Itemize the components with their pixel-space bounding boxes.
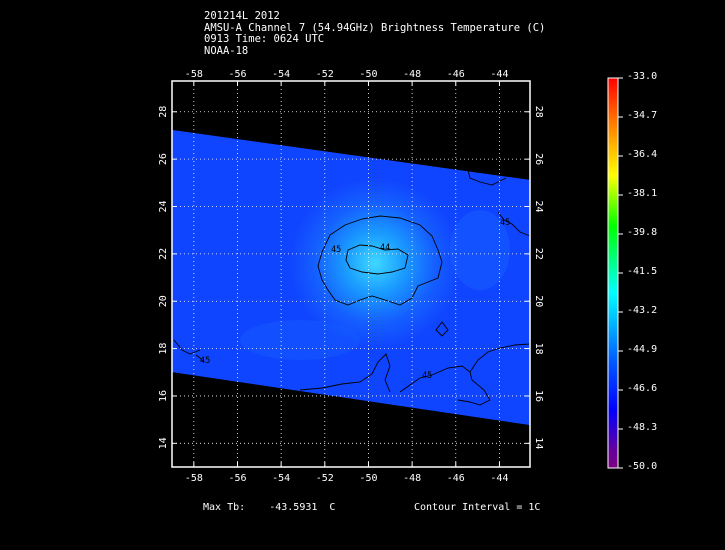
lat-tick-label: 26 [533, 153, 544, 165]
lat-tick-label: 16 [158, 390, 169, 402]
lon-tick-label: -56 [228, 69, 246, 80]
swath-patch [450, 210, 510, 290]
colorbar-label: -43.2 [627, 305, 658, 316]
lon-tick-label: -50 [359, 473, 377, 484]
lat-tick-label: 20 [533, 295, 544, 307]
lat-tick-label: 14 [533, 437, 544, 449]
map-frame [171, 80, 531, 468]
lon-tick-label: -48 [403, 473, 421, 484]
lon-tick-label: -44 [490, 69, 508, 80]
lon-tick-label: -46 [447, 69, 465, 80]
contour-lines [173, 167, 530, 406]
contour-interval-readout: Contour Interval = 1C [414, 502, 541, 513]
lon-tick-label: -56 [228, 473, 246, 484]
figure-title-block: 201214L 2012 AMSU-A Channel 7 (54.94GHz)… [204, 10, 546, 57]
swath-patch [240, 320, 360, 360]
colorbar-label: -36.4 [627, 149, 658, 160]
lon-tick-label: -58 [185, 69, 203, 80]
lat-tick-label: 28 [533, 106, 544, 118]
colorbar-label: -38.1 [627, 188, 658, 199]
lat-tick-label: 20 [158, 295, 169, 307]
lon-tick-label: -50 [359, 69, 377, 80]
lat-tick-label: 16 [533, 390, 544, 402]
lon-tick-label: -58 [185, 473, 203, 484]
colorbar-ticks [618, 77, 623, 469]
observation-time: 0913 Time: 0624 UTC [204, 33, 325, 45]
axis-ticks [172, 81, 530, 467]
colorbar-label: -41.5 [627, 266, 658, 277]
colorbar [607, 77, 619, 469]
colorbar-label: -46.6 [627, 383, 658, 394]
product-title: AMSU-A Channel 7 (54.94GHz) Brightness T… [204, 21, 546, 34]
lat-tick-label: 22 [158, 248, 169, 260]
contour-labels: 45 44 45 45 45 45 [200, 165, 510, 381]
colorbar-label: -33.0 [627, 71, 658, 82]
lon-tick-label: -54 [272, 473, 290, 484]
lon-tick-label: -44 [490, 473, 508, 484]
lon-tick-label: -46 [447, 473, 465, 484]
lat-tick-label: 14 [158, 437, 169, 449]
contour-label: 45 [500, 218, 510, 228]
lat-lon-grid [172, 81, 530, 467]
colorbar-label: -50.0 [627, 461, 658, 472]
contour-label: 45 [480, 165, 490, 175]
lat-tick-label: 28 [158, 106, 169, 118]
lat-tick-label: 26 [158, 153, 169, 165]
lon-tick-label: -52 [316, 69, 334, 80]
lon-tick-label: -54 [272, 69, 290, 80]
lat-tick-label: 22 [533, 248, 544, 260]
lat-tick-label: 24 [158, 200, 169, 212]
max-tb-readout: Max Tb: -43.5931 C [203, 502, 336, 513]
swath-warm-region [172, 130, 530, 425]
contour-label: 45 [331, 245, 341, 255]
contour-label: 45 [422, 371, 432, 381]
lat-tick-label: 18 [158, 343, 169, 355]
colorbar-label: -44.9 [627, 344, 658, 355]
lon-tick-label: -52 [316, 473, 334, 484]
satellite-name: NOAA-18 [204, 44, 249, 57]
storm-id: 201214L 2012 [204, 10, 280, 22]
lat-tick-label: 18 [533, 343, 544, 355]
colorbar-label: -34.7 [627, 110, 658, 121]
contour-label: 44 [380, 243, 390, 253]
contour-label: 45 [200, 356, 210, 366]
lat-tick-label: 24 [533, 200, 544, 212]
colorbar-label: -48.3 [627, 422, 658, 433]
colorbar-label: -39.8 [627, 227, 658, 238]
lon-tick-label: -48 [403, 69, 421, 80]
